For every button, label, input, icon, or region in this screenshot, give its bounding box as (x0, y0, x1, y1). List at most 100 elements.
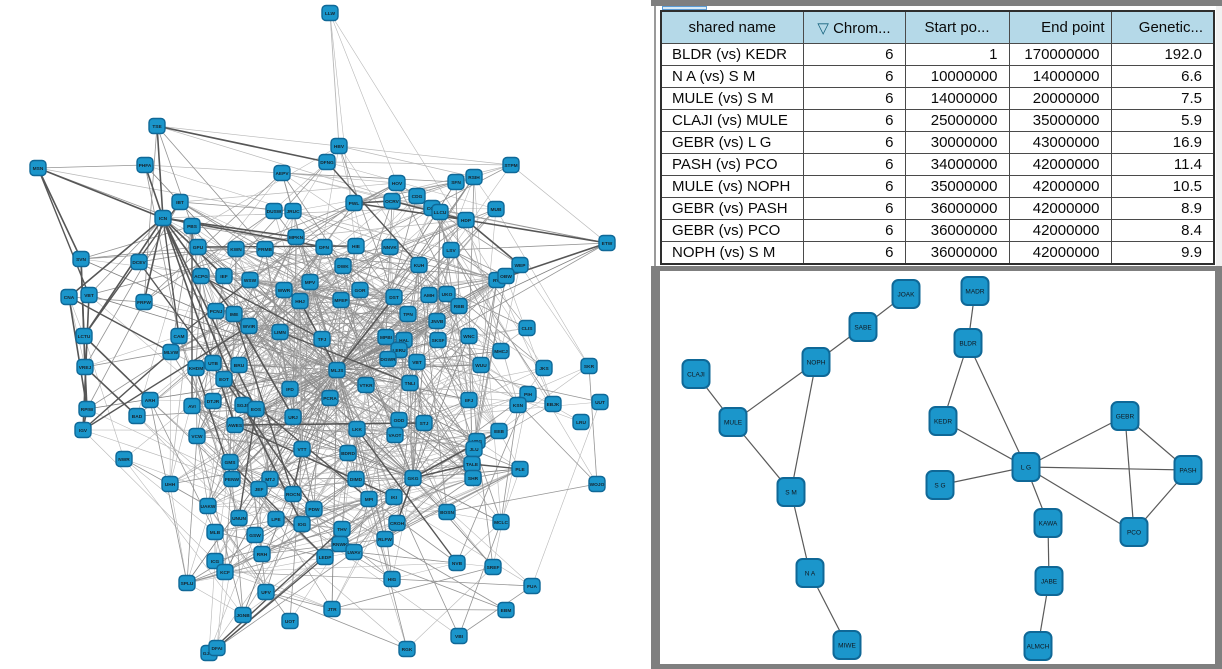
svg-text:IEF: IEF (220, 274, 228, 280)
svg-text:UUT: UUT (595, 400, 605, 406)
svg-text:GEBR: GEBR (1116, 414, 1135, 421)
svg-text:S M: S M (785, 490, 797, 497)
svg-text:FRFW: FRFW (137, 300, 151, 306)
svg-text:ODD: ODD (394, 418, 405, 424)
svg-text:LCTU: LCTU (78, 334, 91, 340)
svg-text:NWR: NWR (118, 457, 130, 463)
svg-text:BOSN: BOSN (440, 510, 454, 516)
svg-text:STJ: STJ (420, 421, 429, 427)
svg-text:PIH: PIH (524, 392, 533, 398)
svg-text:EBM: EBM (501, 608, 512, 614)
svg-text:VTKR: VTKR (359, 383, 373, 389)
svg-text:DFN: DFN (319, 245, 329, 251)
svg-text:SGJF: SGJF (237, 403, 250, 409)
svg-text:SABE: SABE (854, 325, 872, 332)
svg-text:EOT: EOT (219, 377, 229, 383)
svg-text:IGV: IGV (79, 428, 88, 434)
svg-text:WVIR: WVIR (243, 324, 256, 330)
svg-text:SVN: SVN (76, 257, 86, 263)
svg-text:TFJ: TFJ (318, 337, 327, 343)
svg-text:SPLU: SPLU (181, 581, 194, 587)
svg-text:TALE: TALE (466, 462, 479, 468)
svg-text:ARH: ARH (145, 398, 156, 404)
svg-text:PBS: PBS (187, 224, 198, 230)
svg-text:VREJ: VREJ (79, 365, 92, 371)
svg-text:DIMD: DIMD (350, 477, 363, 483)
svg-text:DCEV: DCEV (132, 260, 146, 266)
svg-text:LLCU: LLCU (434, 210, 447, 216)
svg-text:MULE: MULE (724, 420, 743, 427)
svg-text:PASH: PASH (1179, 468, 1197, 475)
svg-text:BDRD: BDRD (341, 451, 355, 457)
svg-text:TNLI: TNLI (405, 381, 416, 387)
svg-text:KUH: KUH (414, 263, 425, 269)
svg-text:TSE: TSE (152, 124, 162, 130)
svg-text:WEP: WEP (515, 263, 527, 269)
svg-text:PWL: PWL (349, 201, 360, 207)
svg-text:N A: N A (805, 571, 816, 578)
svg-text:RLFW: RLFW (378, 537, 392, 543)
svg-text:IME: IME (230, 312, 239, 318)
svg-text:UHH: UHH (165, 482, 176, 488)
svg-text:FENW: FENW (225, 477, 240, 483)
svg-text:EBJK: EBJK (547, 402, 560, 408)
svg-text:OBW: OBW (500, 274, 512, 280)
svg-text:LSV: LSV (446, 248, 456, 254)
svg-text:DST: DST (389, 295, 399, 301)
svg-text:VAOT: VAOT (389, 433, 402, 439)
svg-text:RSIH: RSIH (468, 175, 480, 181)
svg-text:JRUC: JRUC (286, 209, 300, 215)
svg-text:JABE: JABE (1041, 579, 1058, 586)
svg-text:DUSW: DUSW (267, 209, 282, 215)
svg-text:STPM: STPM (504, 163, 517, 169)
svg-text:MIWE: MIWE (838, 643, 856, 650)
svg-text:MCLC: MCLC (494, 520, 508, 526)
svg-text:WSW: WSW (244, 278, 257, 284)
svg-text:GOR: GOR (355, 288, 366, 294)
svg-text:BRU: BRU (234, 363, 245, 369)
svg-text:NOPH: NOPH (807, 360, 826, 367)
svg-text:VBT: VBT (412, 360, 422, 366)
svg-text:MHCJ: MHCJ (494, 349, 508, 355)
svg-text:LLW: LLW (325, 11, 336, 17)
svg-text:VCW: VCW (191, 434, 203, 440)
svg-text:VBI: VBI (455, 634, 464, 640)
svg-text:JKS: JKS (539, 366, 549, 372)
svg-text:FRMB: FRMB (258, 247, 272, 253)
svg-text:L G: L G (1021, 465, 1031, 472)
svg-text:NVB: NVB (452, 561, 463, 567)
svg-text:HOV: HOV (392, 181, 403, 187)
svg-text:S G: S G (934, 483, 945, 490)
svg-text:HIE: HIE (352, 244, 361, 250)
svg-text:MLVW: MLVW (164, 350, 179, 356)
svg-text:RGK: RGK (402, 647, 413, 653)
svg-text:GKG: GKG (408, 476, 419, 482)
svg-text:GMS: GMS (225, 460, 237, 466)
svg-text:KAWA: KAWA (1039, 521, 1058, 528)
svg-text:VBT: VBT (84, 293, 94, 299)
svg-text:UNUN: UNUN (232, 516, 246, 522)
svg-text:GSW: GSW (249, 533, 261, 539)
svg-text:HDP: HDP (461, 218, 472, 224)
svg-text:MADR: MADR (965, 289, 984, 296)
svg-text:THV: THV (337, 527, 347, 533)
svg-text:OCRV: OCRV (385, 199, 400, 205)
svg-text:AEPV: AEPV (275, 171, 289, 177)
svg-text:CLIS: CLIS (522, 326, 534, 332)
svg-text:MUB: MUB (491, 207, 502, 213)
svg-text:JLU: JLU (469, 447, 479, 453)
svg-text:SREF: SREF (487, 565, 500, 571)
svg-text:JEF: JEF (255, 487, 264, 493)
svg-text:RVI: RVI (493, 278, 502, 284)
svg-text:CNA: CNA (64, 295, 75, 301)
svg-text:MFEP: MFEP (334, 298, 348, 304)
svg-text:WUU: WUU (475, 363, 487, 369)
svg-text:PLE: PLE (515, 467, 525, 473)
svg-text:SKSF: SKSF (432, 338, 445, 344)
svg-text:DTJR: DTJR (207, 399, 220, 405)
svg-text:ALMCH: ALMCH (1027, 644, 1050, 651)
svg-text:CAM: CAM (174, 334, 185, 340)
svg-text:LWAV: LWAV (347, 550, 361, 556)
svg-text:IIFJ: IIFJ (465, 398, 474, 404)
svg-text:LIMN: LIMN (274, 330, 286, 336)
